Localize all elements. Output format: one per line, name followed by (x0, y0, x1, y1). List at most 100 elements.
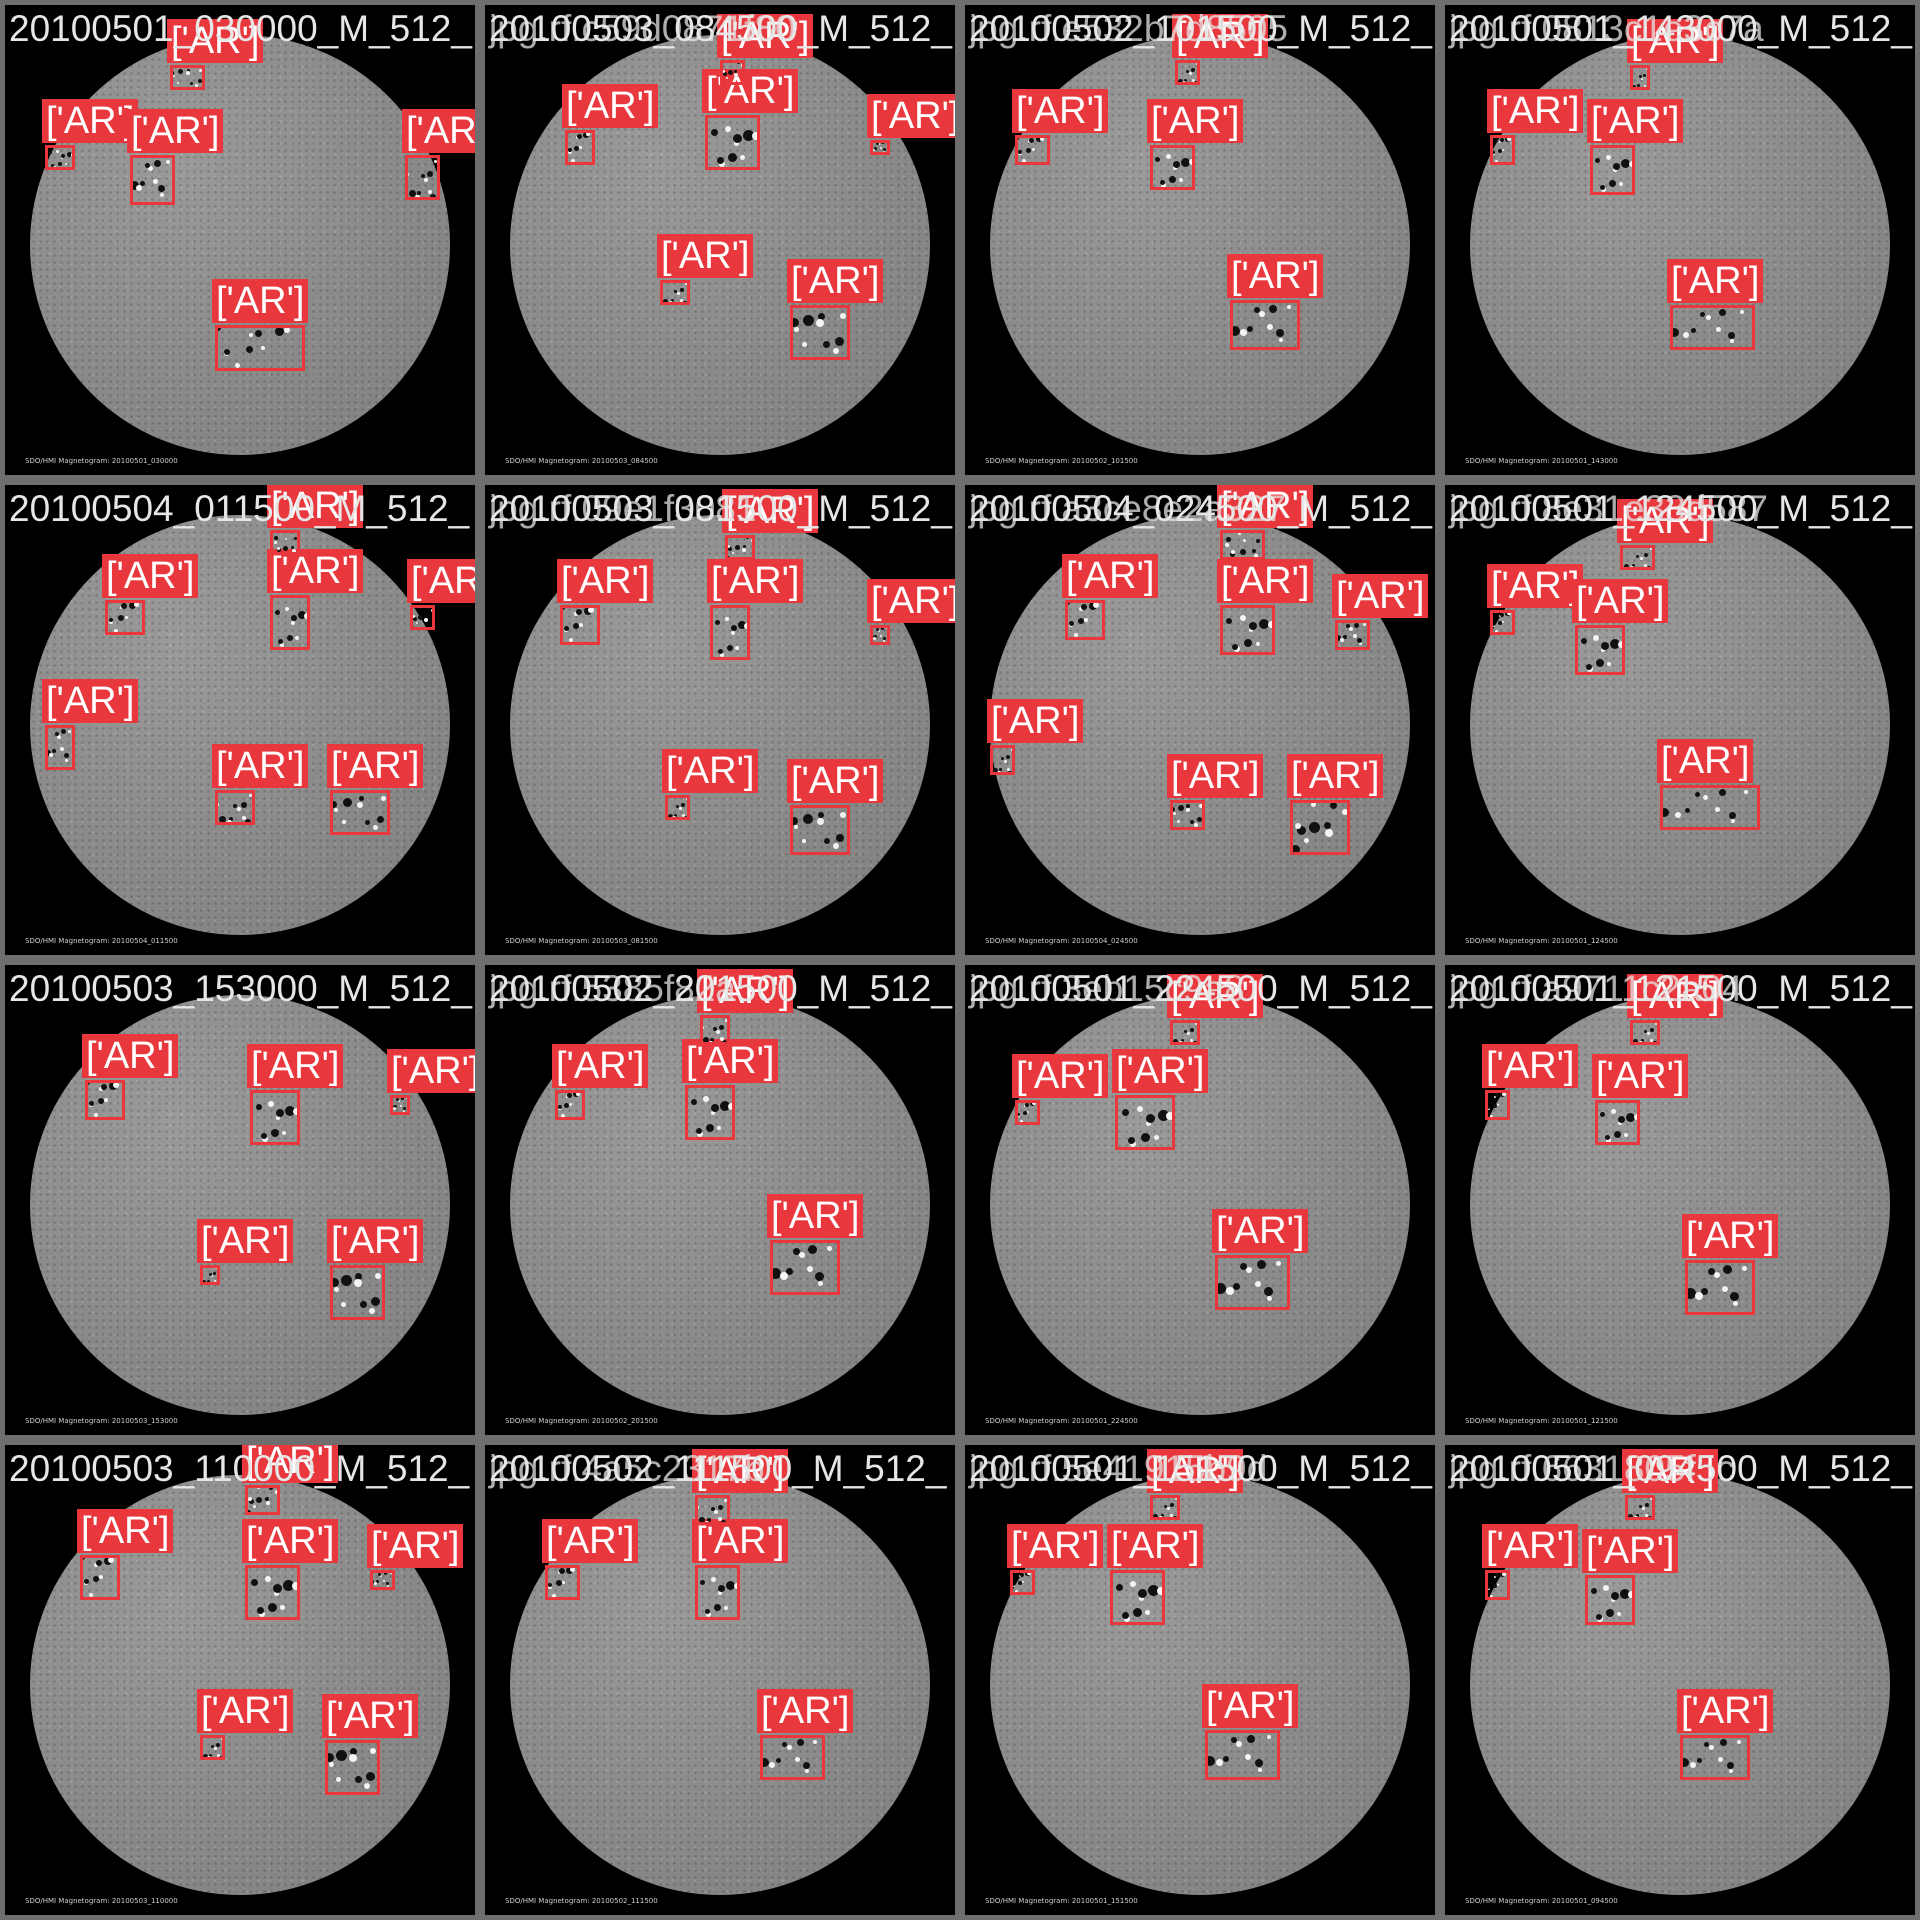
negative-polarity-spot (743, 545, 746, 548)
bounding-box (770, 1240, 840, 1295)
filename-text: 20100501_121500_M_512_ (1449, 968, 1912, 1009)
bounding-box (200, 1735, 225, 1760)
positive-polarity-spot (1245, 1754, 1251, 1760)
positive-polarity-spot (1645, 1514, 1648, 1517)
positive-polarity-spot (186, 71, 190, 75)
negative-polarity-spot (1636, 1514, 1639, 1517)
negative-polarity-spot (1255, 1759, 1263, 1767)
negative-polarity-spot (341, 1275, 352, 1286)
positive-polarity-spot (1022, 1581, 1024, 1583)
negative-polarity-spot (1249, 622, 1257, 630)
box-label: ['AR'] (327, 1219, 424, 1263)
filename-overlay-text: jpg.rf.e532b7d8505 (969, 8, 1288, 49)
negative-polarity-spot (1184, 1030, 1187, 1033)
negative-polarity-spot (1240, 1263, 1247, 1270)
positive-polarity-spot (727, 545, 730, 548)
filename-overlay-text: jpg.rf.5385f82a (489, 968, 736, 1009)
instrument-caption: SDO/HMI Magnetogram: 20100501_121500 (1465, 1417, 1618, 1425)
negative-polarity-spot (566, 1567, 573, 1574)
positive-polarity-spot (548, 1585, 552, 1589)
positive-polarity-spot (1154, 1135, 1159, 1140)
bounding-box (170, 65, 205, 90)
negative-polarity-spot (61, 729, 66, 734)
negative-polarity-spot (255, 330, 262, 337)
instrument-caption: SDO/HMI Magnetogram: 20100502_111500 (505, 1897, 658, 1905)
box-label: ['AR'] (557, 559, 654, 603)
negative-polarity-spot (1704, 1742, 1709, 1747)
filename-text: 20100501_143000_M_512_ (1449, 8, 1912, 49)
positive-polarity-spot (428, 190, 432, 194)
positive-polarity-spot (370, 1748, 376, 1754)
negative-polarity-spot (403, 1107, 406, 1110)
positive-polarity-spot (1186, 808, 1190, 812)
box-label: ['AR'] (242, 1445, 339, 1483)
active-region-feature (250, 1090, 300, 1145)
bounding-box (1335, 620, 1370, 650)
negative-polarity-spot (803, 315, 814, 326)
box-label: ['AR'] (1202, 1684, 1299, 1728)
bounding-box (390, 1095, 410, 1115)
negative-polarity-spot (1493, 1584, 1497, 1588)
negative-polarity-spot (1620, 1589, 1630, 1599)
positive-polarity-spot (1240, 329, 1247, 336)
box-label: ['AR'] (1677, 1689, 1774, 1733)
box-label: ['AR'] (1012, 1054, 1109, 1098)
box-label: ['AR'] (1172, 14, 1269, 58)
positive-polarity-spot (341, 1302, 346, 1307)
instrument-caption: SDO/HMI Magnetogram: 20100503_081500 (505, 937, 658, 945)
negative-polarity-spot (1233, 1283, 1240, 1290)
positive-polarity-spot (827, 1246, 832, 1251)
box-label: ['AR'] (562, 84, 659, 128)
bounding-box (700, 1015, 730, 1045)
negative-polarity-spot (1164, 1505, 1167, 1508)
negative-polarity-spot (1600, 1112, 1605, 1117)
positive-polarity-spot (114, 629, 118, 633)
positive-polarity-spot (562, 1581, 565, 1584)
bounding-box (660, 280, 690, 305)
negative-polarity-spot (1695, 792, 1700, 797)
negative-polarity-spot (1122, 1612, 1129, 1619)
filename-overlay-text: jpg.rf.09e1f3081 (489, 488, 757, 529)
positive-polarity-spot (1359, 642, 1362, 645)
magnetogram-tile: ['AR'] ['AR'] ['AR'] ['AR'] ['AR'] ['AR'] 2010… (485, 5, 955, 475)
positive-polarity-spot (1502, 1572, 1506, 1576)
magnetogram-tile: ['AR'] ['AR'] ['AR'] ['AR'] 20100502_201500_… (485, 965, 955, 1435)
positive-polarity-spot (1502, 149, 1504, 151)
negative-polarity-spot (714, 1604, 721, 1611)
positive-polarity-spot (1507, 137, 1511, 141)
negative-polarity-spot (325, 1753, 334, 1762)
positive-polarity-spot (393, 1107, 396, 1110)
negative-polarity-spot (1354, 623, 1359, 628)
box-label: ['AR'] (42, 99, 139, 143)
solar-disk (1470, 35, 1890, 455)
positive-polarity-spot (552, 1594, 556, 1598)
box-label: ['AR'] (702, 69, 799, 113)
negative-polarity-spot (723, 72, 727, 76)
negative-polarity-spot (1197, 817, 1202, 822)
positive-polarity-spot (718, 1517, 722, 1521)
negative-polarity-spot (1116, 1584, 1123, 1591)
positive-polarity-spot (1706, 315, 1711, 320)
instrument-caption: SDO/HMI Magnetogram: 20100501_030000 (25, 457, 178, 465)
negative-polarity-spot (298, 611, 306, 619)
positive-polarity-spot (1304, 838, 1309, 843)
magnetogram-tile: ['AR'] ['AR'] ['AR'] ['AR'] ['AR'] 20100503_1… (5, 965, 475, 1435)
positive-polarity-spot (1593, 635, 1599, 641)
positive-polarity-spot (1675, 812, 1681, 818)
active-region-feature (245, 1565, 300, 1620)
negative-polarity-spot (1226, 618, 1232, 624)
filename-text: 20100503_081500_M_512_ (489, 488, 952, 529)
positive-polarity-spot (569, 1103, 572, 1106)
positive-polarity-spot (576, 1092, 580, 1096)
positive-polarity-spot (1190, 1039, 1193, 1042)
box-label: ['AR'] (1487, 89, 1584, 133)
negative-polarity-spot (1730, 1292, 1739, 1301)
positive-polarity-spot (1642, 1507, 1645, 1510)
positive-polarity-spot (1363, 623, 1366, 626)
positive-polarity-spot (799, 1252, 805, 1258)
positive-polarity-spot (1074, 633, 1078, 637)
negative-polarity-spot (720, 1101, 730, 1111)
bounding-box (760, 1735, 825, 1780)
instrument-caption: SDO/HMI Magnetogram: 20100501_224500 (985, 1417, 1138, 1425)
